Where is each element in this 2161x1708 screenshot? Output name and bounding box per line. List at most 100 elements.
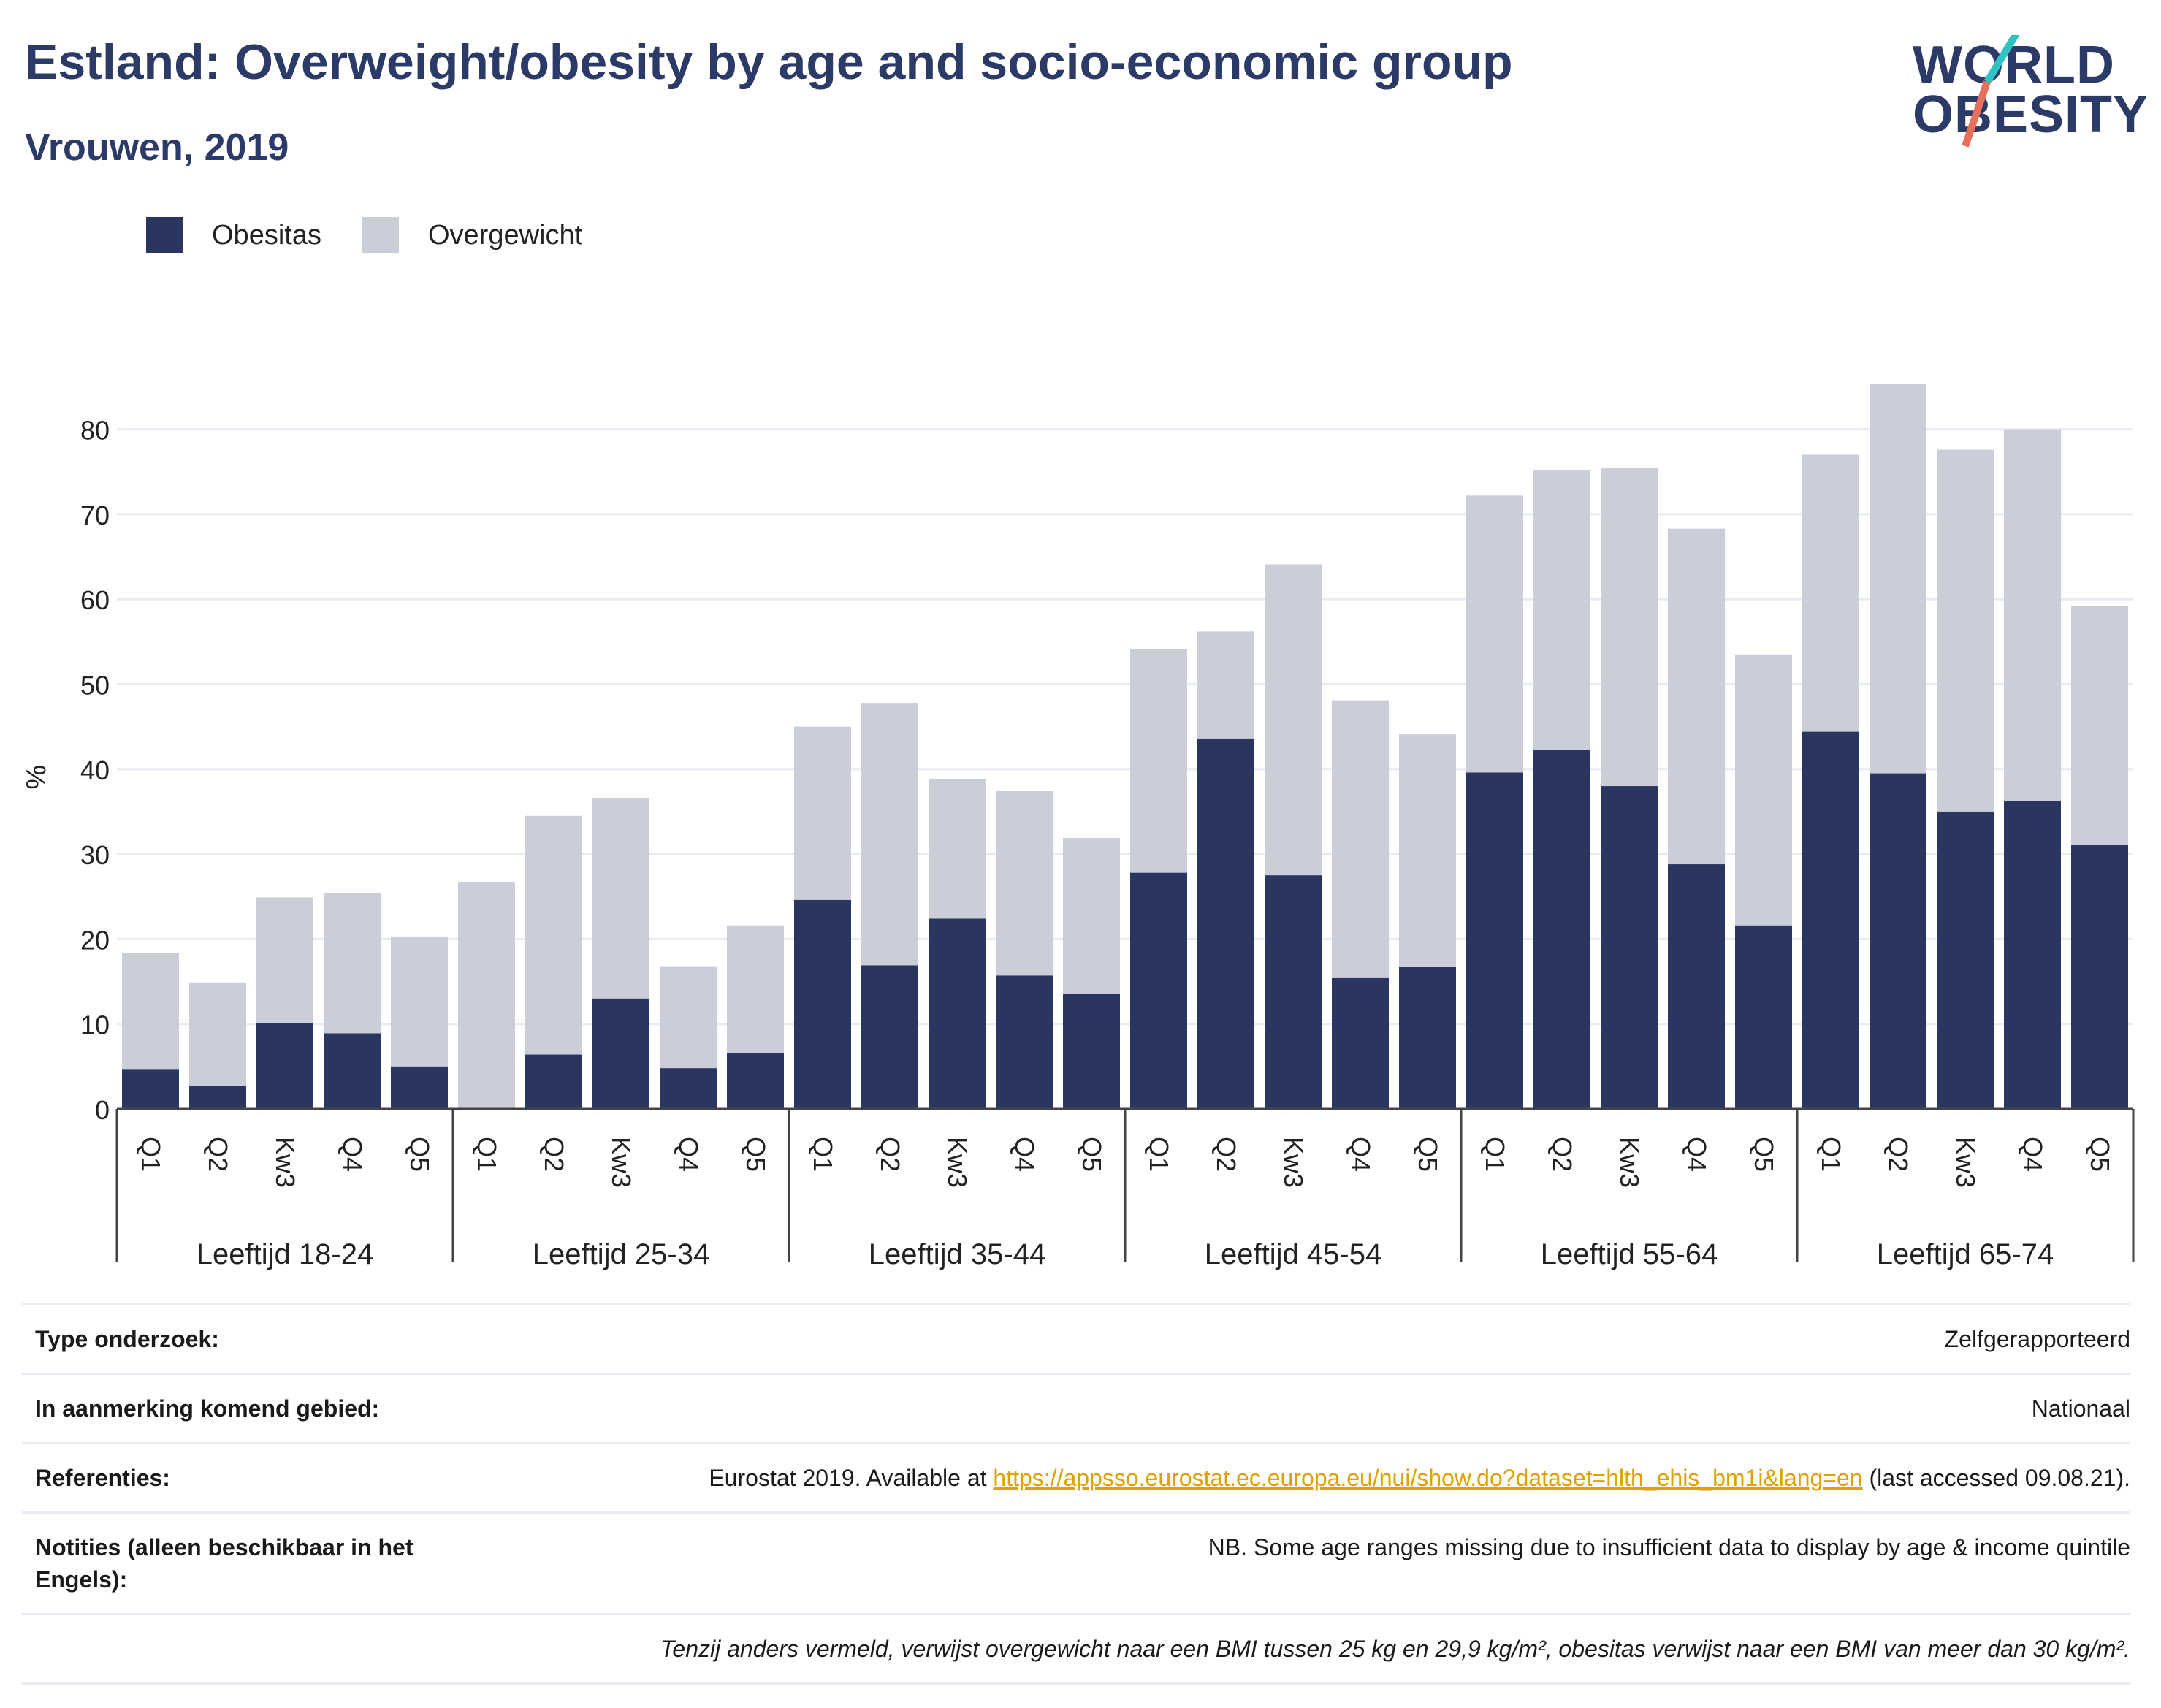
bar-overgewicht	[929, 779, 986, 919]
world-obesity-logo: WORLD OBESITY	[1899, 35, 2148, 152]
bar-obesitas	[1466, 772, 1523, 1109]
info-table: Type onderzoek: Zelfgerapporteerd In aan…	[22, 1303, 2130, 1685]
x-tick-label: Q2	[1883, 1137, 1913, 1172]
bar-obesitas	[996, 975, 1053, 1109]
survey-type-label: Type onderzoek:	[35, 1326, 219, 1352]
bar-obesitas	[1533, 750, 1590, 1109]
x-tick-label: Q5	[1413, 1137, 1443, 1172]
info-row-survey-type: Type onderzoek: Zelfgerapporteerd	[22, 1303, 2130, 1373]
references-value: Eurostat 2019. Available at https://apps…	[488, 1462, 2130, 1494]
x-tick-label: Q4	[2018, 1137, 2048, 1172]
logo-line-2: OBESITY	[1913, 85, 2149, 144]
x-tick-label: Q4	[1346, 1137, 1376, 1172]
legend-item-overgewicht[interactable]: Overgewicht	[362, 217, 582, 253]
references-link[interactable]: https://appsso.eurostat.ec.europa.eu/nui…	[993, 1465, 1863, 1491]
bar-obesitas	[391, 1066, 448, 1109]
bar-overgewicht	[861, 703, 918, 966]
x-tick-label: Q5	[1749, 1137, 1779, 1172]
bar-overgewicht	[122, 953, 179, 1070]
page-subtitle: Vrouwen, 2019	[25, 126, 289, 169]
y-tick-label: 40	[80, 755, 110, 785]
x-tick-label: Kw3	[270, 1137, 300, 1188]
age-group-label: Leeftijd 45-54	[1205, 1238, 1381, 1270]
bar-obesitas	[525, 1054, 582, 1109]
area-value: Nationaal	[2031, 1395, 2130, 1422]
area-label: In aanmerking komend gebied:	[35, 1395, 380, 1422]
x-tick-label: Q2	[1547, 1137, 1577, 1172]
x-tick-label: Q2	[539, 1137, 569, 1172]
bar-obesitas	[2004, 801, 2061, 1109]
x-tick-label: Q2	[203, 1137, 233, 1172]
bar-overgewicht	[794, 726, 851, 900]
age-group-label: Leeftijd 35-44	[869, 1238, 1045, 1270]
survey-type-value: Zelfgerapporteerd	[1944, 1326, 2130, 1352]
bar-obesitas	[256, 1023, 313, 1109]
bar-overgewicht	[189, 982, 246, 1086]
x-tick-label: Q1	[1480, 1137, 1510, 1172]
bar-overgewicht	[1601, 467, 1658, 787]
y-tick-label: 10	[80, 1010, 110, 1040]
bar-obesitas	[1802, 731, 1859, 1109]
bar-overgewicht	[592, 798, 649, 999]
bar-overgewicht	[1197, 631, 1254, 739]
bar-obesitas	[122, 1069, 179, 1109]
logo-slash-icon	[1962, 35, 2020, 148]
bar-overgewicht	[1332, 700, 1389, 978]
bar-overgewicht	[2004, 429, 2061, 801]
bar-overgewicht	[1063, 838, 1120, 994]
bar-obesitas	[1063, 994, 1120, 1109]
x-tick-label: Kw3	[1278, 1137, 1308, 1188]
x-tick-label: Q5	[741, 1137, 771, 1172]
x-tick-label: Q4	[674, 1137, 704, 1172]
page-title: Estland: Overweight/obesity by age and s…	[25, 34, 1513, 90]
x-tick-label: Q5	[405, 1137, 435, 1172]
references-prefix: Eurostat 2019. Available at	[709, 1465, 994, 1491]
x-tick-label: Kw3	[1615, 1137, 1644, 1188]
x-tick-label: Kw3	[606, 1137, 636, 1188]
chart-legend: Obesitas Overgewicht	[146, 216, 623, 254]
bar-obesitas	[2071, 845, 2128, 1109]
age-group-label: Leeftijd 25-34	[533, 1238, 709, 1270]
references-label: Referenties:	[35, 1465, 170, 1491]
bar-obesitas	[1668, 864, 1725, 1109]
legend-swatch-obesitas	[146, 217, 183, 253]
bar-overgewicht	[2071, 606, 2128, 845]
stacked-bar-chart: 0 10 20 30 40 50 60 70 80% Q1 Q2 Kw3 Q4 Q5 Leeftijd 18…	[21, 384, 2135, 1270]
legend-item-obesitas[interactable]: Obesitas	[146, 217, 321, 253]
x-tick-label: Q4	[338, 1137, 367, 1172]
x-tick-label: Kw3	[942, 1137, 972, 1188]
bar-obesitas	[1399, 967, 1456, 1109]
bar-obesitas	[1197, 738, 1254, 1109]
bar-overgewicht	[1399, 734, 1456, 967]
y-tick-label: 70	[80, 500, 110, 530]
x-tick-label: Q2	[1211, 1137, 1241, 1172]
bar-overgewicht	[1735, 654, 1792, 926]
bar-overgewicht	[1265, 564, 1322, 876]
y-tick-label: 30	[80, 840, 110, 870]
bar-overgewicht	[525, 815, 582, 1055]
x-tick-label: Kw3	[1951, 1137, 1981, 1188]
y-tick-label: 20	[80, 925, 110, 955]
bar-overgewicht	[660, 966, 717, 1069]
x-tick-label: Q1	[136, 1137, 166, 1172]
legend-label-overgewicht: Overgewicht	[427, 219, 583, 251]
x-tick-label: Q4	[1010, 1137, 1040, 1172]
bar-obesitas	[660, 1068, 717, 1109]
x-tick-label: Q5	[2085, 1137, 2115, 1172]
x-tick-label: Q1	[1816, 1137, 1846, 1172]
bar-overgewicht	[458, 882, 515, 1109]
bar-obesitas	[1332, 977, 1389, 1109]
bar-obesitas	[189, 1086, 246, 1109]
x-tick-label: Q5	[1077, 1137, 1107, 1172]
age-group-label: Leeftijd 18-24	[197, 1238, 373, 1270]
legend-label-obesitas: Obesitas	[212, 219, 321, 251]
bar-obesitas	[1735, 925, 1792, 1109]
bar-obesitas	[324, 1033, 381, 1109]
bar-obesitas	[1870, 773, 1926, 1109]
x-tick-label: Q2	[875, 1137, 905, 1172]
info-row-notes: Notities (alleen beschikbaar in het Enge…	[22, 1511, 2130, 1613]
y-tick-label: 50	[80, 671, 110, 701]
bar-obesitas	[727, 1053, 784, 1109]
bar-overgewicht	[1466, 495, 1523, 773]
bar-obesitas	[929, 918, 986, 1109]
